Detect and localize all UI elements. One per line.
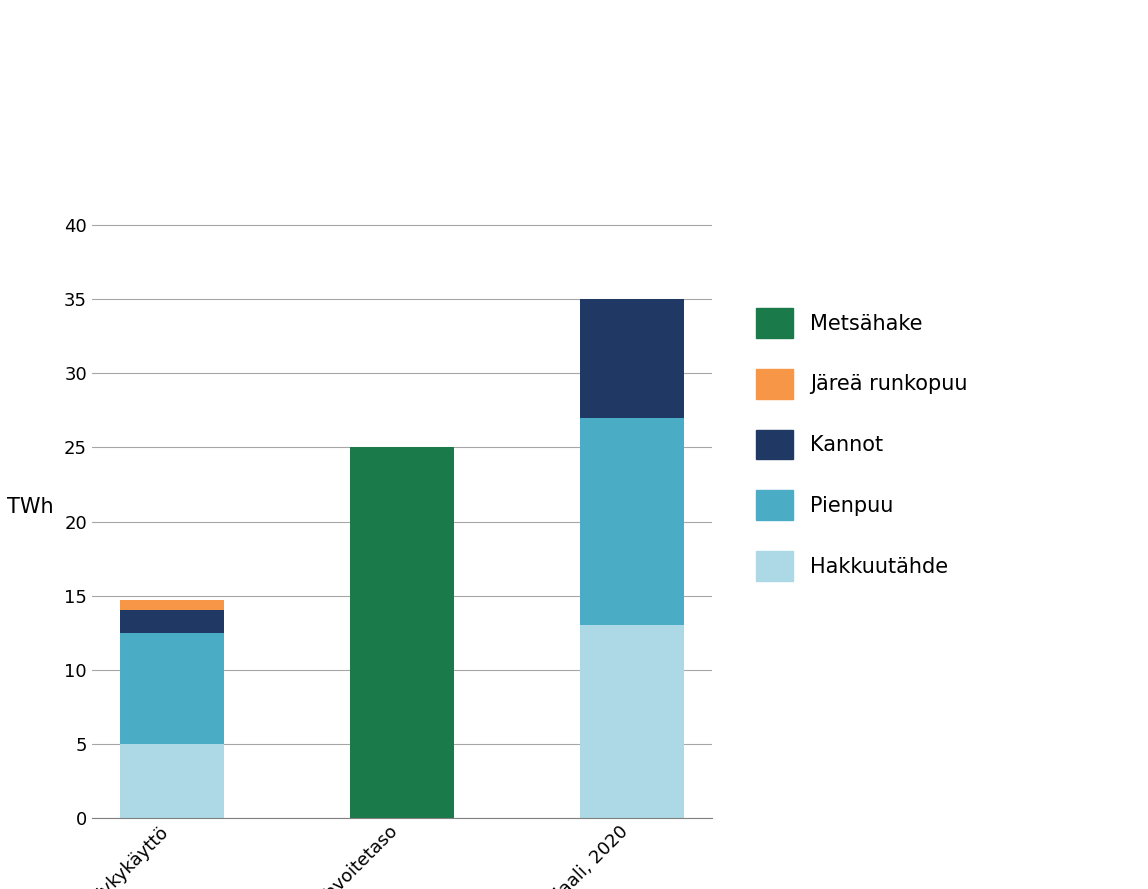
Bar	[580, 418, 683, 625]
Bar	[580, 625, 683, 818]
Bar	[121, 600, 224, 611]
Y-axis label: TWh: TWh	[7, 497, 53, 517]
Text: Metsähakkeen nykykäyttö, käyttötavoitteet sekä
tarjontapotentiaali: Metsähakkeen nykykäyttö, käyttötavoittee…	[111, 58, 1037, 137]
Legend: Metsähake, Järeä runkopuu, Kannot, Pienpuu, Hakkuutähde: Metsähake, Järeä runkopuu, Kannot, Pienp…	[745, 298, 978, 591]
Bar	[121, 611, 224, 633]
Bar	[121, 633, 224, 744]
Bar	[121, 744, 224, 818]
Bar	[350, 447, 453, 818]
Bar	[580, 300, 683, 418]
